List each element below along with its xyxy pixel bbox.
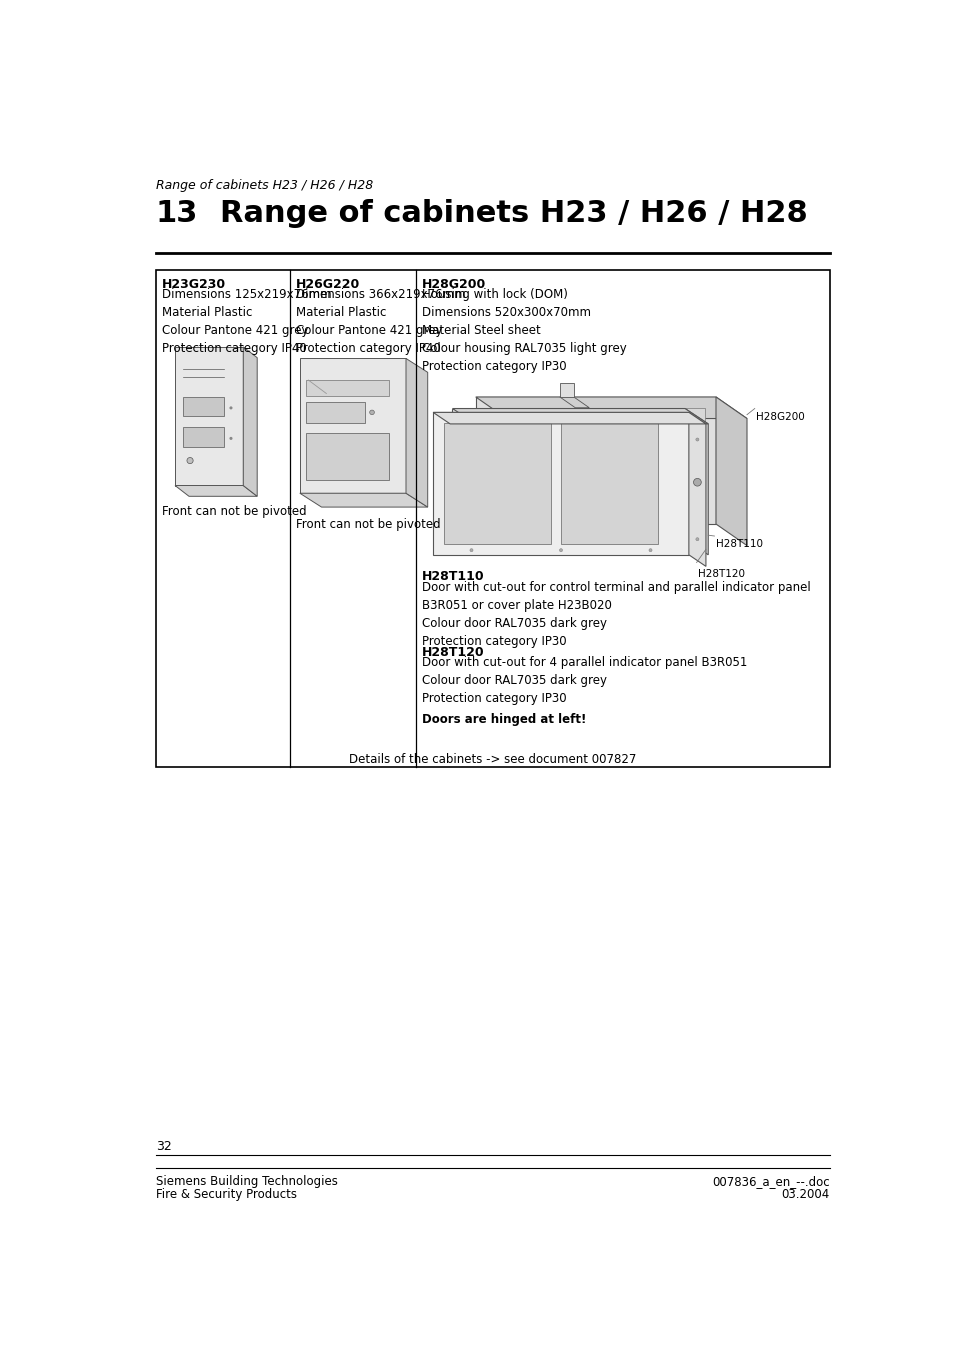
Bar: [486, 408, 704, 513]
Polygon shape: [243, 347, 257, 496]
Bar: [560, 423, 658, 544]
Text: Dimensions 366x219x76mm
Material Plastic
Colour Pantone 421 grey
Protection cate: Dimensions 366x219x76mm Material Plastic…: [295, 288, 465, 355]
Polygon shape: [688, 412, 705, 566]
Text: Front can not be pivoted: Front can not be pivoted: [295, 517, 440, 531]
Bar: [452, 408, 684, 539]
Circle shape: [693, 478, 700, 486]
Circle shape: [695, 438, 699, 440]
Text: Door with cut-out for 4 parallel indicator panel B3R051
Colour door RAL7035 dark: Door with cut-out for 4 parallel indicat…: [422, 657, 747, 705]
Circle shape: [699, 443, 702, 447]
Text: Range of cabinets H23 / H26 / H28: Range of cabinets H23 / H26 / H28: [155, 180, 373, 192]
Bar: [183, 397, 224, 416]
Text: Range of cabinets H23 / H26 / H28: Range of cabinets H23 / H26 / H28: [220, 199, 807, 228]
Text: Housing with lock (DOM)
Dimensions 520x300x70mm
Material Steel sheet
Colour hous: Housing with lock (DOM) Dimensions 520x3…: [422, 288, 626, 373]
Polygon shape: [716, 397, 746, 546]
Circle shape: [648, 549, 652, 551]
Text: Front can not be pivoted: Front can not be pivoted: [162, 505, 306, 517]
Text: 03.2004: 03.2004: [781, 1188, 829, 1201]
Circle shape: [470, 549, 473, 551]
Text: Siemens Building Technologies: Siemens Building Technologies: [155, 1175, 337, 1189]
Text: Door with cut-out for control terminal and parallel indicator panel
B3R051 or co: Door with cut-out for control terminal a…: [422, 581, 810, 648]
Bar: [306, 380, 389, 396]
Text: 13: 13: [155, 199, 198, 228]
Bar: [183, 427, 224, 447]
Text: Dimensions 125x219x76mm
Material Plastic
Colour Pantone 421 grey
Protection cate: Dimensions 125x219x76mm Material Plastic…: [162, 288, 331, 355]
Circle shape: [699, 482, 702, 486]
Polygon shape: [559, 384, 573, 397]
Bar: [573, 478, 661, 530]
Bar: [306, 432, 389, 480]
Polygon shape: [452, 408, 707, 424]
Circle shape: [370, 411, 374, 415]
Text: H28T120: H28T120: [698, 569, 744, 578]
Polygon shape: [476, 397, 716, 524]
Bar: [443, 423, 551, 544]
Circle shape: [229, 436, 233, 440]
Bar: [155, 270, 829, 766]
Text: Fire & Security Products: Fire & Security Products: [155, 1188, 296, 1201]
Bar: [461, 417, 566, 530]
Polygon shape: [476, 397, 746, 419]
Circle shape: [187, 458, 193, 463]
Bar: [299, 358, 406, 493]
Text: H28T110: H28T110: [716, 539, 762, 549]
Text: H23G230: H23G230: [162, 277, 226, 290]
Polygon shape: [406, 358, 427, 507]
Text: H28G200: H28G200: [422, 277, 486, 290]
Polygon shape: [299, 493, 427, 507]
Polygon shape: [433, 412, 705, 424]
Text: H26G220: H26G220: [295, 277, 360, 290]
Polygon shape: [174, 485, 257, 496]
Bar: [433, 412, 688, 555]
Bar: [573, 444, 661, 467]
Circle shape: [229, 407, 233, 409]
Text: H28T120: H28T120: [422, 646, 484, 659]
Text: Details of the cabinets -> see document 007827: Details of the cabinets -> see document …: [349, 753, 636, 766]
Circle shape: [699, 521, 702, 526]
Polygon shape: [559, 397, 589, 408]
Text: Doors are hinged at left!: Doors are hinged at left!: [422, 713, 586, 725]
Circle shape: [558, 549, 562, 551]
Bar: [174, 347, 243, 485]
Circle shape: [695, 538, 699, 540]
Text: H28T110: H28T110: [422, 570, 484, 584]
Text: H28G200: H28G200: [756, 412, 804, 423]
Bar: [306, 401, 364, 423]
Text: 32: 32: [155, 1140, 172, 1152]
Polygon shape: [684, 408, 707, 555]
Text: 007836_a_en_--.doc: 007836_a_en_--.doc: [712, 1175, 829, 1189]
